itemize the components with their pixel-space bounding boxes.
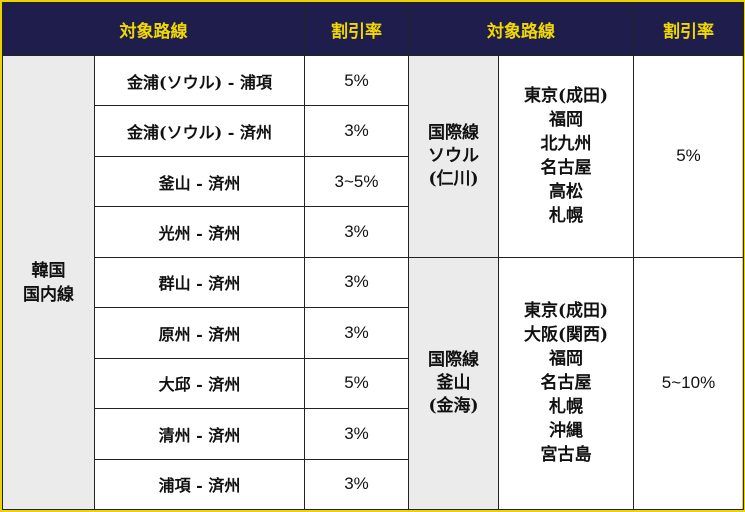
intl-origin-line: (仁川)	[409, 168, 498, 191]
rate-cell: 3%	[305, 308, 409, 358]
rate-cell: 3%	[305, 459, 409, 510]
destination-item: 東京(成田)	[499, 84, 633, 108]
route-cell: 金浦(ソウル) - 浦項	[95, 56, 305, 106]
intl-origin-line: 釜山	[409, 372, 498, 395]
destination-item: 福岡	[499, 347, 633, 371]
intl-origin-seoul: 国際線 ソウル (仁川)	[409, 56, 499, 258]
header-row: 対象路線 割引率 対象路線 割引率	[3, 3, 744, 56]
intl-destinations-seoul: 東京(成田) 福岡 北九州 名古屋 高松 札幌	[499, 56, 634, 258]
rate-cell: 3%	[305, 207, 409, 257]
route-cell: 大邱 - 済州	[95, 358, 305, 408]
rate-cell: 3%	[305, 257, 409, 307]
header-rate-domestic: 割引率	[305, 3, 409, 56]
region-label-line: 韓国	[3, 259, 94, 283]
intl-origin-busan: 国際線 釜山 (金海)	[409, 257, 499, 509]
route-cell: 原州 - 済州	[95, 308, 305, 358]
header-route-domestic: 対象路線	[3, 3, 305, 56]
destination-item: 宮古島	[499, 443, 633, 467]
route-cell: 清州 - 済州	[95, 409, 305, 459]
route-cell: 金浦(ソウル) - 済州	[95, 106, 305, 156]
route-cell: 光州 - 済州	[95, 207, 305, 257]
rate-cell: 3%	[305, 106, 409, 156]
destination-item: 名古屋	[499, 371, 633, 395]
region-label-line: 国内線	[3, 283, 94, 307]
destination-item: 東京(成田)	[499, 299, 633, 323]
intl-origin-line: 国際線	[409, 122, 498, 145]
destination-item: 札幌	[499, 204, 633, 228]
rate-cell: 5%	[305, 56, 409, 106]
rate-cell: 3~5%	[305, 156, 409, 206]
destination-item: 高松	[499, 180, 633, 204]
intl-origin-line: 国際線	[409, 349, 498, 372]
destination-item: 名古屋	[499, 156, 633, 180]
destination-item: 札幌	[499, 395, 633, 419]
intl-origin-line: ソウル	[409, 145, 498, 168]
destination-item: 沖縄	[499, 419, 633, 443]
table-row: 韓国 国内線 金浦(ソウル) - 浦項 5% 国際線 ソウル (仁川) 東京(成…	[3, 56, 744, 106]
route-cell: 浦項 - 済州	[95, 459, 305, 510]
table-row: 群山 - 済州 3% 国際線 釜山 (金海) 東京(成田) 大阪(関西) 福岡 …	[3, 257, 744, 307]
destination-item: 北九州	[499, 132, 633, 156]
header-route-international: 対象路線	[409, 3, 634, 56]
region-korea-domestic: 韓国 国内線	[3, 56, 95, 510]
intl-rate-seoul: 5%	[634, 56, 744, 258]
destination-item: 福岡	[499, 108, 633, 132]
intl-destinations-busan: 東京(成田) 大阪(関西) 福岡 名古屋 札幌 沖縄 宮古島	[499, 257, 634, 509]
rate-cell: 3%	[305, 409, 409, 459]
intl-origin-line: (金海)	[409, 395, 498, 418]
intl-rate-busan: 5~10%	[634, 257, 744, 509]
destination-item: 大阪(関西)	[499, 323, 633, 347]
header-rate-international: 割引率	[634, 3, 744, 56]
route-cell: 群山 - 済州	[95, 257, 305, 307]
rate-cell: 5%	[305, 358, 409, 408]
route-cell: 釜山 - 済州	[95, 156, 305, 206]
